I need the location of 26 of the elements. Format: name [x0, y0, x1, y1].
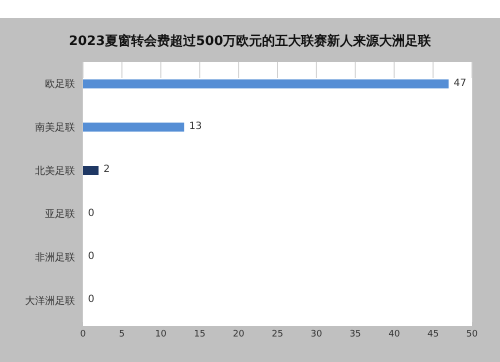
- x-tick-label: 20: [232, 329, 245, 340]
- data-label: 13: [189, 120, 202, 134]
- x-tick-label: 40: [388, 329, 400, 340]
- x-tick-label: 15: [194, 329, 206, 340]
- y-tick-label: 欧足联: [45, 78, 75, 90]
- data-label: 0: [88, 250, 94, 264]
- x-tick-label: 10: [155, 329, 167, 340]
- y-tick-label: 非洲足联: [35, 252, 75, 264]
- data-label: 47: [454, 76, 466, 91]
- chart-title: 2023夏窗转会费超过500万欧元的五大联赛新人来源大洲足联: [68, 32, 432, 50]
- y-tick-label: 南美足联: [35, 122, 75, 134]
- data-label: 0: [88, 293, 94, 308]
- y-tick-label: 大洋洲足联: [25, 294, 75, 307]
- y-tick-label: 北美足联: [35, 164, 75, 177]
- x-tick-label: 50: [466, 329, 478, 340]
- x-tick-label: 35: [350, 329, 362, 340]
- data-label: 0: [88, 206, 94, 221]
- data-label: 2: [104, 163, 110, 178]
- x-tick-label: 0: [80, 329, 86, 340]
- x-tick-label: 30: [310, 329, 322, 340]
- bar: [83, 166, 99, 175]
- y-tick-label: 亚足联: [45, 208, 75, 220]
- x-tick-label: 45: [427, 329, 439, 340]
- x-tick-label: 5: [119, 329, 125, 340]
- bar: [83, 122, 184, 132]
- x-tick-label: 25: [272, 329, 284, 340]
